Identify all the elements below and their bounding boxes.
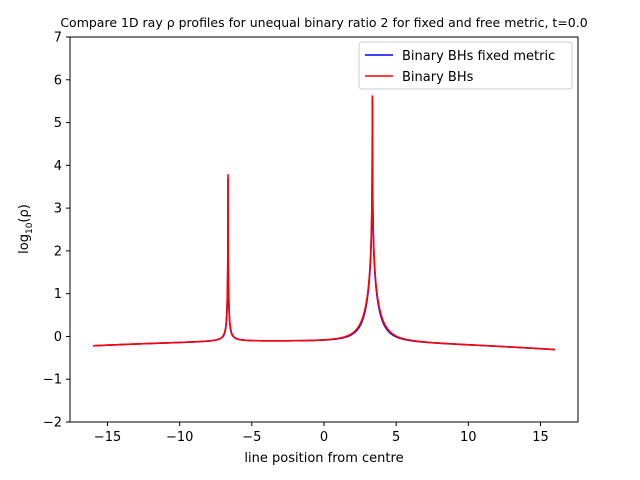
y-tick-label: 6: [54, 73, 62, 88]
plot-area: [70, 37, 578, 422]
y-tick-label: 5: [54, 116, 62, 131]
y-tick-label: 7: [54, 31, 62, 46]
x-tick-label: 10: [460, 430, 477, 445]
y-tick-label: 3: [54, 202, 62, 217]
y-tick-label: 4: [54, 159, 62, 174]
y-tick-label: 1: [54, 287, 62, 302]
legend-box: [358, 41, 573, 90]
y-tick-label: −1: [43, 373, 62, 388]
legend-label-fixed-metric: Binary BHs fixed metric: [402, 49, 555, 64]
x-tick-label: 5: [392, 430, 400, 445]
chart-title: Compare 1D ray ρ profiles for unequal bi…: [60, 15, 587, 30]
x-tick-label: 15: [532, 430, 549, 445]
legend: Binary BHs fixed metric Binary BHs: [358, 41, 573, 90]
legend-label-free-metric: Binary BHs: [402, 70, 474, 85]
series-layer: [92, 95, 556, 351]
x-tick-label: 0: [320, 430, 328, 445]
y-tick-label: −2: [43, 416, 62, 431]
y-axis-label: log10(ρ): [17, 204, 35, 254]
x-axis-ticks: −15 −10 −5 0 5 10 15: [94, 422, 549, 445]
y-tick-label: 0: [54, 330, 62, 345]
x-axis-label: line position from centre: [244, 451, 403, 466]
x-tick-label: −15: [94, 430, 121, 445]
x-tick-label: −10: [166, 430, 193, 445]
series-line-free-metric: [92, 95, 556, 351]
x-tick-label: −5: [242, 430, 261, 445]
y-axis-ticks: −2 −1 0 1 2 3 4 5 6 7: [43, 31, 70, 431]
y-tick-label: 2: [54, 244, 62, 259]
